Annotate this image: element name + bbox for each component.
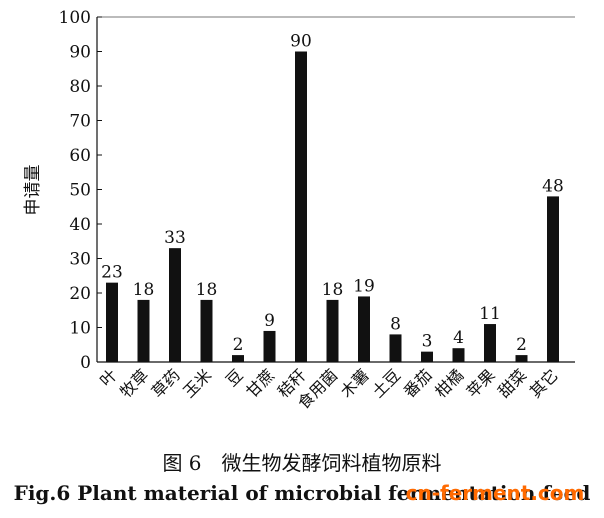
category-label: 番茄 <box>400 365 436 401</box>
y-tick-label: 100 <box>59 8 91 28</box>
y-tick-label: 90 <box>69 43 91 63</box>
bar <box>106 282 118 362</box>
y-axis-label: 申请量 <box>23 165 43 216</box>
y-tick-label: 10 <box>69 319 91 339</box>
y-ticks: 0 10 20 30 40 50 60 70 80 90 100 <box>59 8 102 373</box>
category-label: 甘蔗 <box>242 365 278 401</box>
category-label: 其它 <box>526 365 562 401</box>
category-label: 苹果 <box>463 365 499 401</box>
y-tick-label: 30 <box>69 250 91 270</box>
figure-caption-english: Fig.6 Plant material of microbial fermen… <box>14 481 591 505</box>
y-tick-label: 60 <box>69 146 91 166</box>
data-label: 8 <box>390 314 401 334</box>
category-label: 牧草 <box>116 365 152 401</box>
y-tick-label: 20 <box>69 284 91 304</box>
figure-caption-chinese: 图 6 微生物发酵饲料植物原料 <box>162 451 441 475</box>
data-label: 23 <box>101 263 123 283</box>
bar <box>452 348 465 362</box>
data-label: 9 <box>264 311 275 331</box>
data-label: 18 <box>196 280 218 300</box>
watermark: cn-ferment.com <box>406 481 585 505</box>
bars <box>106 51 559 362</box>
category-label: 土豆 <box>368 365 404 401</box>
data-label: 18 <box>322 280 344 300</box>
data-label: 2 <box>516 335 527 355</box>
bar <box>137 299 150 362</box>
data-label: 90 <box>290 32 312 52</box>
bar <box>421 351 433 362</box>
bar <box>200 299 213 362</box>
data-label: 3 <box>422 332 433 352</box>
y-tick-label: 40 <box>69 215 91 235</box>
category-label: 甜菜 <box>494 365 530 401</box>
data-label: 18 <box>133 280 155 300</box>
data-label: 2 <box>233 335 244 355</box>
bar <box>547 196 559 362</box>
bar <box>263 330 276 362</box>
bar <box>389 334 402 362</box>
data-label: 11 <box>479 304 501 324</box>
data-label: 19 <box>353 276 375 296</box>
y-tick-label: 80 <box>69 77 91 97</box>
y-tick-label: 0 <box>80 353 91 373</box>
data-label: 33 <box>164 228 186 248</box>
bar <box>169 248 181 362</box>
bar <box>358 296 370 362</box>
category-label: 草药 <box>148 365 184 401</box>
bar <box>295 51 307 362</box>
bar <box>484 324 496 362</box>
data-label: 4 <box>453 328 464 348</box>
y-tick-label: 50 <box>69 181 91 201</box>
category-label: 柑橘 <box>431 365 467 401</box>
category-label: 木薯 <box>337 365 373 401</box>
y-tick-label: 70 <box>69 112 91 132</box>
data-label: 48 <box>542 176 564 196</box>
bar <box>326 299 339 362</box>
category-label: 玉米 <box>179 365 215 401</box>
